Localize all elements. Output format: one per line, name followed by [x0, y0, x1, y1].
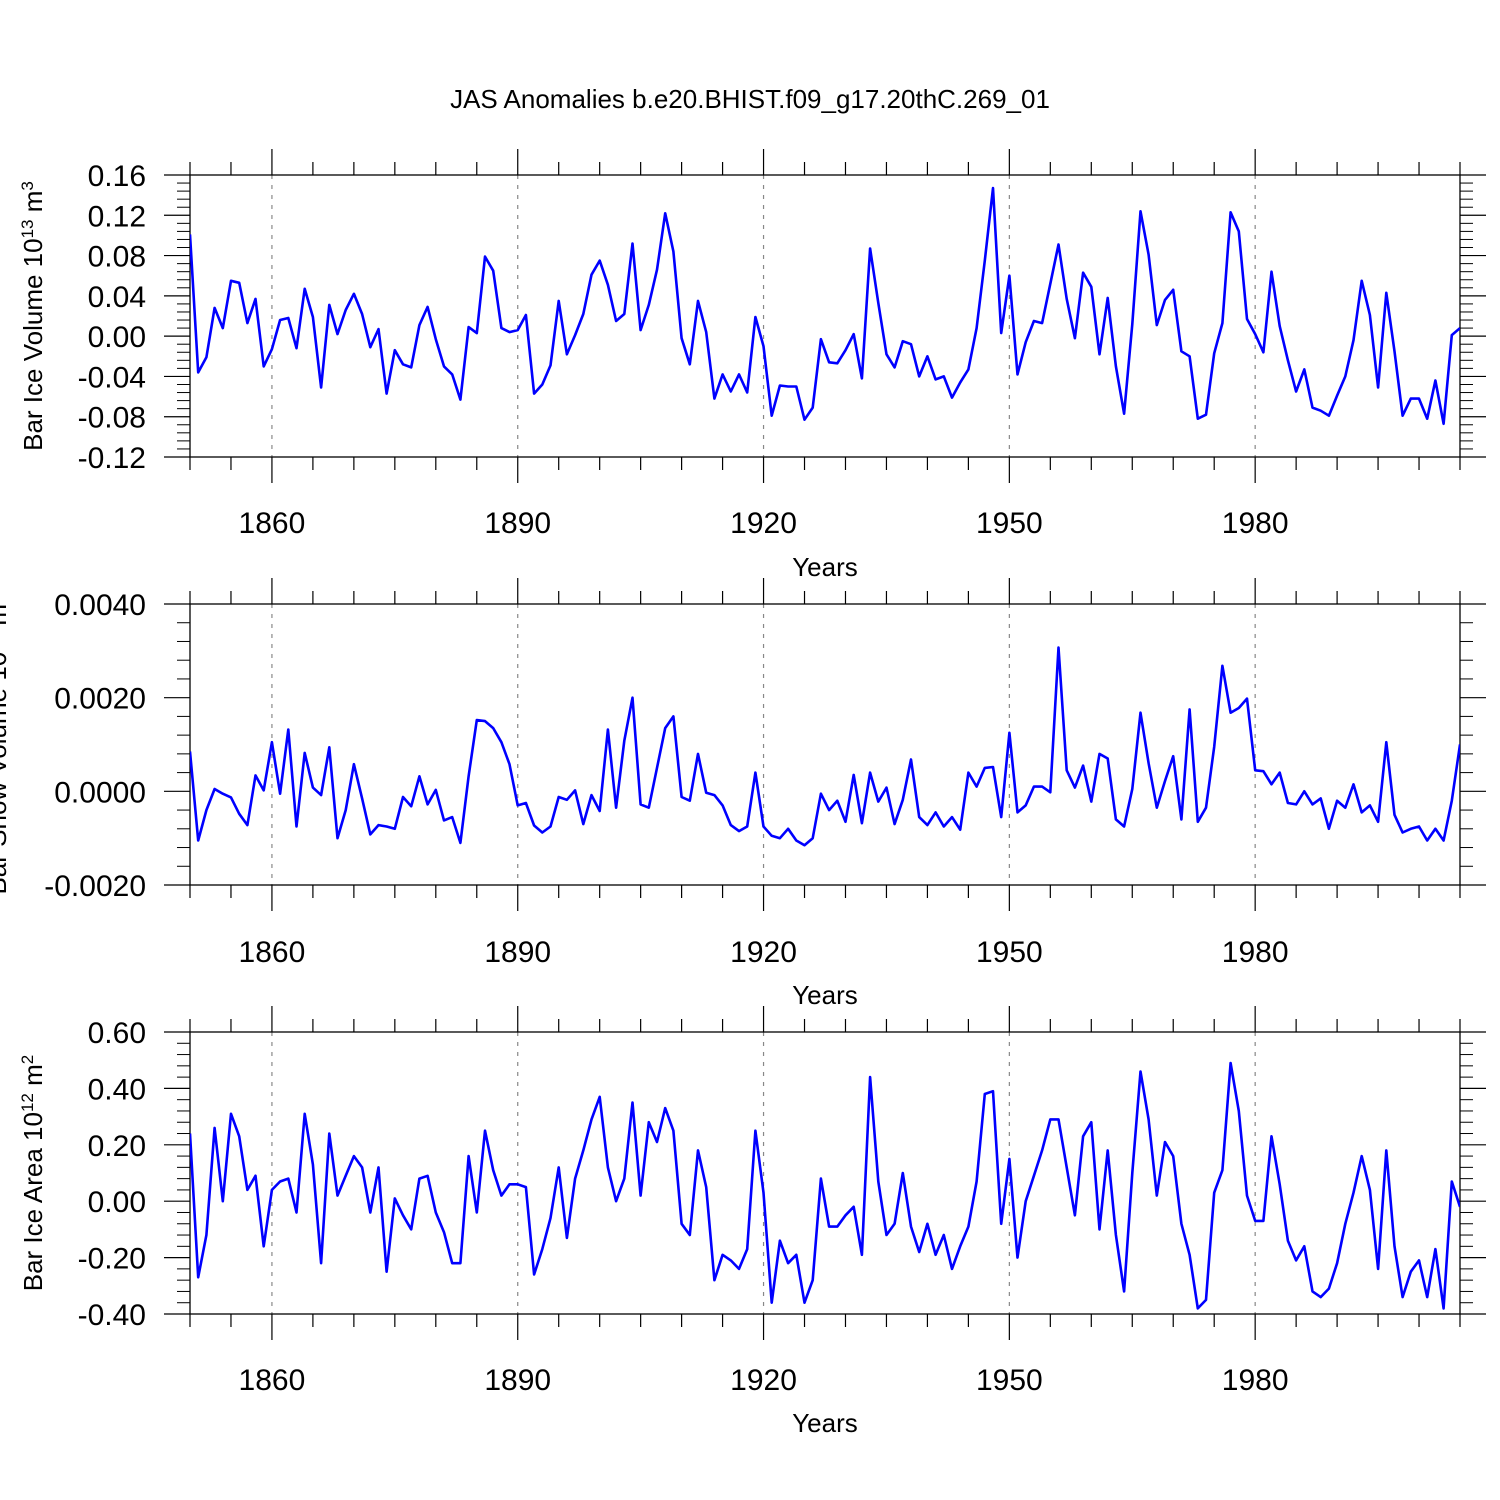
y-axis-label: Bar Ice Area 1012 m2 — [18, 1055, 49, 1292]
y-tick-label: 0.00 — [88, 1186, 146, 1219]
y-tick-label: 0.04 — [88, 281, 146, 314]
series-line — [190, 1061, 1460, 1310]
chart-title: JAS Anomalies b.e20.BHIST.f09_g17.20thC.… — [450, 84, 1050, 114]
plot-frame — [189, 174, 1461, 458]
y-tick-label: -0.12 — [78, 442, 146, 475]
y-axis-label: Bar Snow Volume 1013 m3 — [0, 594, 12, 894]
plot-frame — [189, 1031, 1461, 1315]
y-tick-label: 0.40 — [88, 1073, 146, 1106]
y-tick-label: 0.0000 — [54, 776, 146, 809]
x-tick-label: 1980 — [1222, 507, 1289, 540]
x-tick-label: 1920 — [730, 1364, 797, 1397]
x-tick-label: 1920 — [730, 936, 797, 969]
x-axis-label: Years — [792, 1408, 858, 1438]
x-tick-label: 1950 — [976, 1364, 1043, 1397]
y-tick-label: 0.00 — [88, 321, 146, 354]
x-tick-label: 1890 — [484, 507, 551, 540]
x-tick-label: 1950 — [976, 507, 1043, 540]
y-tick-label: -0.04 — [78, 361, 146, 394]
y-tick-label: 0.0040 — [54, 589, 146, 622]
y-tick-label: 0.16 — [88, 160, 146, 193]
x-tick-label: 1860 — [239, 936, 306, 969]
y-tick-label: -0.0020 — [44, 870, 146, 903]
y-tick-label: 0.60 — [88, 1017, 146, 1050]
x-tick-label: 1920 — [730, 507, 797, 540]
x-tick-label: 1890 — [484, 936, 551, 969]
x-tick-label: 1980 — [1222, 1364, 1289, 1397]
x-tick-label: 1860 — [239, 1364, 306, 1397]
x-tick-label: 1980 — [1222, 936, 1289, 969]
y-tick-label: 0.12 — [88, 200, 146, 233]
x-tick-label: 1950 — [976, 936, 1043, 969]
x-tick-label: 1890 — [484, 1364, 551, 1397]
y-tick-label: 0.08 — [88, 241, 146, 274]
panel-bar-ice-volume: -0.12 -0.08 -0.04 0.00 0.04 0.08 0.12 0.16 1860 1… — [18, 149, 1486, 582]
panel-bar-ice-area: -0.40 -0.20 0.00 0.20 0.40 0.60 1860 1890 1920 19… — [18, 1006, 1486, 1438]
y-tick-label: 0.20 — [88, 1130, 146, 1163]
series-line — [190, 646, 1460, 847]
plot-frame — [189, 603, 1461, 886]
y-axis-label: Bar Ice Volume 1013 m3 — [18, 181, 49, 451]
x-axis-label: Years — [792, 552, 858, 582]
y-tick-label: -0.40 — [78, 1299, 146, 1332]
y-tick-label: -0.20 — [78, 1243, 146, 1276]
x-axis-label: Years — [792, 980, 858, 1010]
y-tick-label: -0.08 — [78, 402, 146, 435]
series-line — [190, 186, 1460, 426]
y-tick-label: 0.0020 — [54, 683, 146, 716]
panel-bar-snow-volume: -0.0020 0.0000 0.0020 0.0040 1860 1890 1920 195… — [0, 578, 1486, 1010]
x-tick-label: 1860 — [239, 507, 306, 540]
